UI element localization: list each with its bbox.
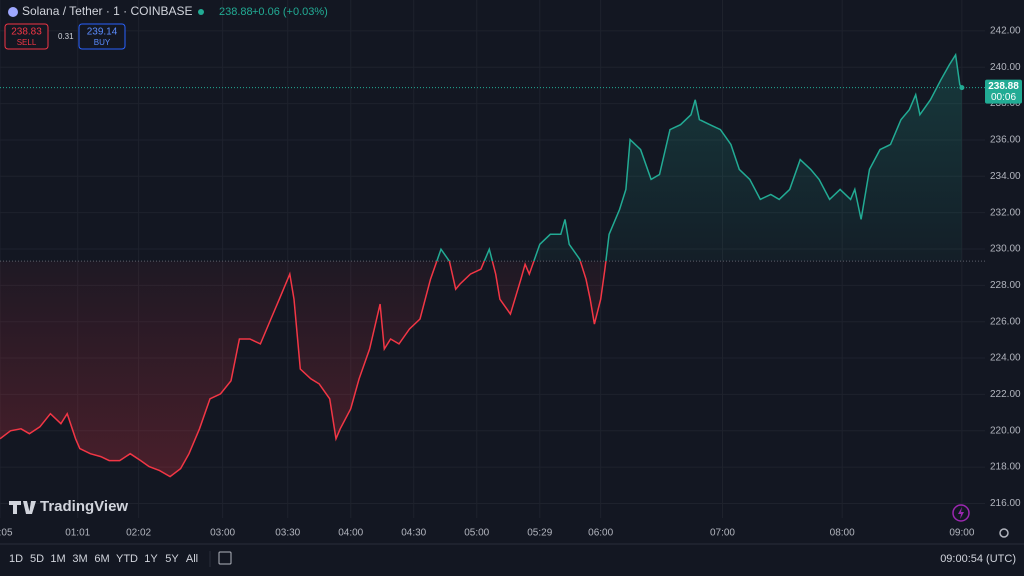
range-button[interactable]: 6M xyxy=(94,553,109,565)
x-tick-label: 04:00 xyxy=(338,528,363,539)
y-tick-label: 220.00 xyxy=(990,425,1021,436)
y-tick-label: 236.00 xyxy=(990,135,1021,146)
y-tick-label: 232.00 xyxy=(990,207,1021,218)
x-tick-label: 05:00 xyxy=(464,528,489,539)
lightning-button[interactable] xyxy=(952,504,970,522)
y-tick-label: 222.00 xyxy=(990,389,1021,400)
x-tick-label: 01:01 xyxy=(65,528,90,539)
area-up xyxy=(0,54,962,262)
range-button[interactable]: All xyxy=(186,553,198,565)
y-tick-label: 228.00 xyxy=(990,280,1021,291)
price-line-up xyxy=(436,52,963,262)
x-tick-label: 05:29 xyxy=(527,528,552,539)
watermark-text: TradingView xyxy=(40,498,128,515)
y-tick-label: 218.00 xyxy=(990,462,1021,473)
x-tick-label: 02:02 xyxy=(126,528,151,539)
range-button[interactable]: YTD xyxy=(116,553,138,565)
sell-button[interactable]: 238.83 SELL xyxy=(4,23,49,50)
y-tick-label: 238.00 xyxy=(990,98,1021,109)
buy-label[interactable]: BUY xyxy=(94,38,111,47)
buy-box[interactable] xyxy=(78,23,126,50)
toolbar: 09:00:54 (UTC) 1D 5D 1M 3M 6M YTD 1Y 5Y All xyxy=(9,551,1016,567)
range-button[interactable]: 3M xyxy=(72,553,87,565)
x-tick-label: 07:00 xyxy=(710,528,735,539)
range-button[interactable]: 1M xyxy=(50,553,65,565)
range-button[interactable]: 5D xyxy=(30,553,44,565)
y-tick-label: 234.00 xyxy=(990,171,1021,182)
symbol-icon xyxy=(8,7,18,17)
settings-button[interactable] xyxy=(999,528,1009,538)
x-tick-label: 04:30 xyxy=(401,528,426,539)
x-tick-label: 03:00 xyxy=(210,528,235,539)
last-price-tag xyxy=(985,79,1022,104)
y-tick-label: 230.00 xyxy=(990,244,1021,255)
market-status xyxy=(198,9,204,15)
x-tick-label: 03:30 xyxy=(275,528,300,539)
x-tick-label: 09:00 xyxy=(949,528,974,539)
last-point xyxy=(959,85,965,91)
header-price: 238.88 xyxy=(219,6,253,18)
countdown: 00:06 xyxy=(991,92,1016,103)
sell-box[interactable] xyxy=(4,23,49,50)
header-change: +0.06 (+0.03%) xyxy=(252,6,328,18)
clock: 09:00:54 (UTC) xyxy=(940,553,1016,565)
sell-label[interactable]: SELL xyxy=(17,38,37,47)
x-tick-label: 06:00 xyxy=(588,528,613,539)
y-tick-label: 242.00 xyxy=(990,26,1021,37)
area-down xyxy=(0,261,606,477)
x-tick-label: 00:05 xyxy=(0,528,13,539)
y-tick-label: 216.00 xyxy=(990,498,1021,509)
watermark: TradingView xyxy=(9,498,128,515)
y-tick-label: 224.00 xyxy=(990,353,1021,364)
price-line-down xyxy=(0,261,607,478)
buy-price[interactable]: 239.14 xyxy=(87,27,118,38)
spread: 0.31 xyxy=(58,32,74,41)
header: Solana / Tether · 1 · COINBASE 238.88 +0… xyxy=(4,4,328,50)
range-button[interactable]: 1D xyxy=(9,553,23,565)
range-button[interactable]: 1Y xyxy=(144,553,158,565)
y-tick-label: 240.00 xyxy=(990,62,1021,73)
symbol: Solana / Tether · 1 · COINBASE xyxy=(22,4,193,18)
x-tick-label: 08:00 xyxy=(830,528,855,539)
y-tick-label: 226.00 xyxy=(990,316,1021,327)
logo-icon xyxy=(9,501,36,514)
buy-button[interactable]: 239.14 BUY xyxy=(78,23,126,50)
calendar-button[interactable] xyxy=(218,551,232,565)
range-button[interactable]: 5Y xyxy=(165,553,179,565)
lightning-icon xyxy=(958,507,964,519)
last-price-label: 238.88 xyxy=(988,81,1019,92)
sell-price[interactable]: 238.83 xyxy=(11,27,42,38)
